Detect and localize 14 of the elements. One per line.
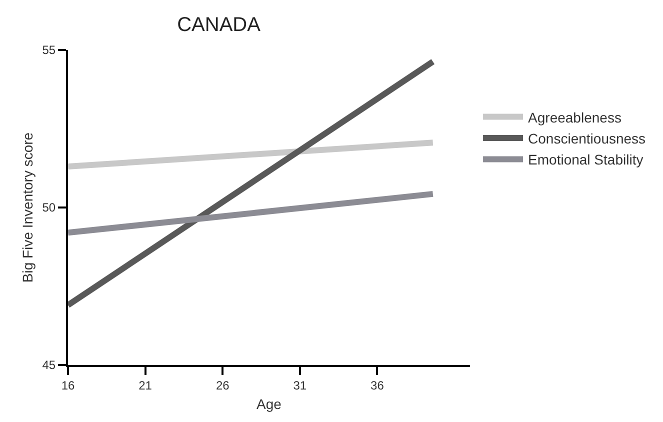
y-tick-label: 45 — [42, 358, 56, 372]
x-tick-label: 36 — [370, 378, 384, 392]
x-axis-title: Age — [256, 396, 282, 412]
x-tick-label: 16 — [61, 378, 75, 392]
legend-label: Emotional Stability — [528, 152, 644, 168]
chart-title: CANADA — [177, 14, 262, 36]
x-tick-label: 31 — [293, 378, 307, 392]
x-tick-label: 21 — [138, 378, 152, 392]
y-tick-label: 55 — [42, 43, 56, 58]
x-tick-label: 26 — [216, 378, 230, 392]
legend-label: Agreeableness — [528, 109, 622, 126]
y-axis-title: Big Five Inventory score — [19, 132, 36, 283]
legend-label: Conscientiousness — [528, 130, 646, 146]
y-tick-label: 50 — [42, 200, 56, 215]
